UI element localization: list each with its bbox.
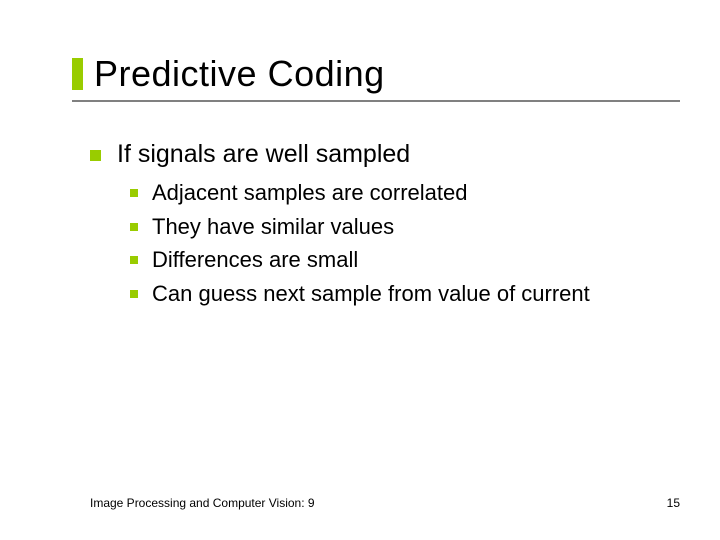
title-accent-bar xyxy=(72,58,83,90)
square-bullet-icon xyxy=(90,150,101,161)
bullet-lvl1-text: If signals are well sampled xyxy=(117,140,410,169)
bullet-lvl2: Adjacent samples are correlated xyxy=(130,179,660,207)
bullet-lvl2: Differences are small xyxy=(130,246,660,274)
footer-left: Image Processing and Computer Vision: 9 xyxy=(90,496,315,510)
square-bullet-icon xyxy=(130,189,138,197)
bullet-lvl2-text: Differences are small xyxy=(152,246,358,274)
slide-number: 15 xyxy=(667,496,680,510)
bullet-lvl1: If signals are well sampled xyxy=(90,140,660,169)
bullet-lvl2-text: Adjacent samples are correlated xyxy=(152,179,468,207)
title-block: Predictive Coding xyxy=(72,54,680,94)
square-bullet-icon xyxy=(130,223,138,231)
slide-title: Predictive Coding xyxy=(72,54,680,94)
square-bullet-icon xyxy=(130,256,138,264)
content-area: If signals are well sampled Adjacent sam… xyxy=(90,140,660,313)
square-bullet-icon xyxy=(130,290,138,298)
slide: Predictive Coding If signals are well sa… xyxy=(0,0,720,540)
bullet-lvl2-text: They have similar values xyxy=(152,213,394,241)
bullet-lvl2-text: Can guess next sample from value of curr… xyxy=(152,280,590,308)
bullet-lvl2: They have similar values xyxy=(130,213,660,241)
bullet-lvl2: Can guess next sample from value of curr… xyxy=(130,280,660,308)
title-underline xyxy=(72,100,680,102)
